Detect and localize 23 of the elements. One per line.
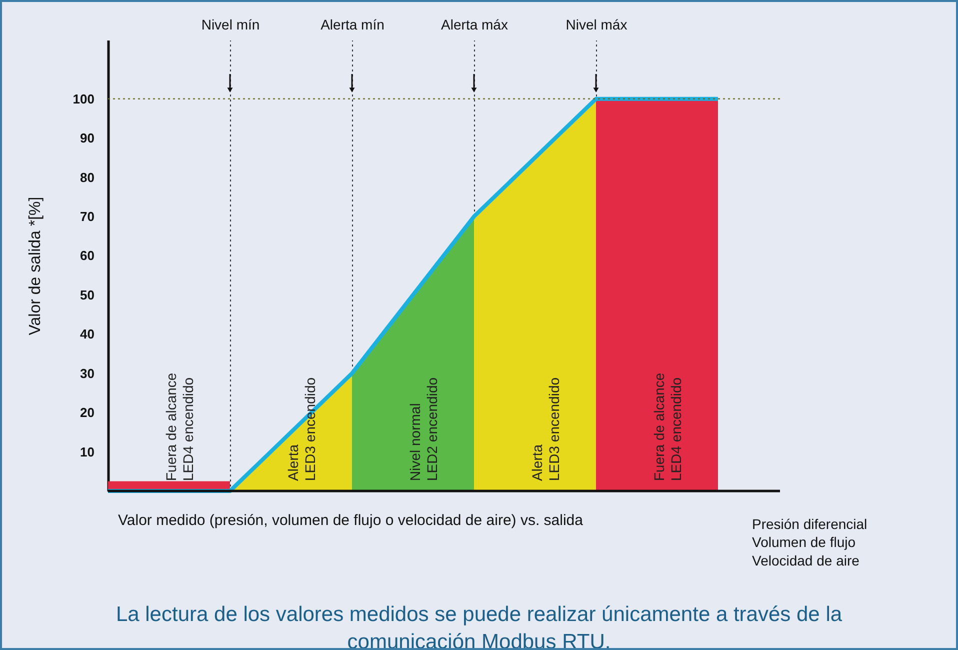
y-tick-label: 80 — [80, 170, 94, 185]
y-tick-label: 70 — [80, 208, 94, 224]
text: Presión diferencial Volumen de flujo Velocidad de aire — [752, 516, 868, 568]
y-tick-label: 10 — [80, 444, 94, 460]
y-tick-label: 20 — [80, 405, 94, 420]
x-tick-label: Nivel mín — [201, 16, 260, 32]
annotation: Alerta LED3 encendido — [529, 377, 562, 481]
x-tick-label: Nivel máx — [566, 16, 628, 32]
x-tick-label: Alerta máx — [441, 16, 508, 32]
annotation: Alerta LED3 encendido — [285, 377, 318, 481]
annotation: Fuera de alcance LED4 encendido — [163, 372, 196, 481]
y-tick-label: 60 — [80, 248, 94, 264]
x-tick-label: Alerta mín — [320, 16, 384, 32]
y-tick-label: 90 — [80, 130, 94, 146]
y-tick-label: 100 — [72, 91, 94, 106]
x-axis-title: Valor medido (presión, volumen de flujo o velocidad de aire) vs. salida — [118, 512, 584, 529]
line-series — [106, 96, 720, 493]
y-tick-label: 50 — [80, 287, 94, 302]
y-tick-label: 30 — [80, 366, 94, 381]
y-tick-label: 40 — [80, 326, 94, 342]
y-axis-title: Valor de salida *[%] — [26, 196, 44, 336]
annotation: Nivel normal LED2 encendido — [407, 377, 440, 481]
annotation: Fuera de alcance LED4 encendido — [651, 372, 684, 481]
